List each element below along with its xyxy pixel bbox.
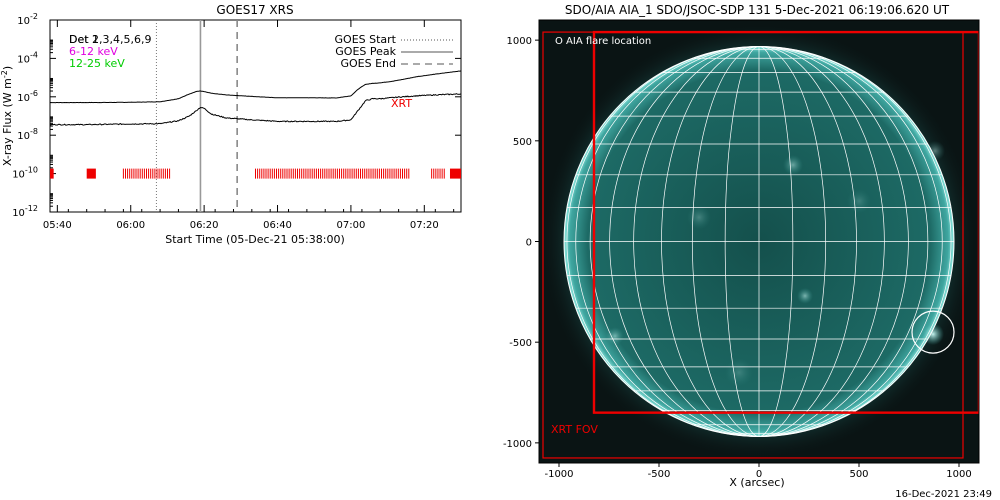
- goes-series: [50, 70, 461, 126]
- goes-x-tick-label: 06:40: [263, 220, 292, 231]
- goes-y-tick-label: 10-4: [17, 50, 38, 65]
- aia-image-content: [540, 23, 979, 460]
- xrt-coverage-bars: [50, 168, 461, 179]
- detector-label-overlap: Det 2: [69, 33, 99, 46]
- goes-x-tick-label: 07:20: [410, 220, 439, 231]
- active-region-glow: [847, 189, 871, 214]
- aia-y-tick-label: -1000: [503, 439, 532, 450]
- grid-longitude-line: [589, 46, 760, 437]
- xrt-coverage-block: [86, 168, 96, 179]
- aia-x-tick-label: -500: [648, 469, 671, 480]
- active-region-glow: [797, 287, 813, 304]
- xrt-fov-box: [592, 30, 979, 414]
- goes-x-tick-label: 06:20: [190, 220, 219, 231]
- aia-image-title: SDO/AIA AIA_1 SDO/JSOC-SDP 131 5-Dec-202…: [565, 3, 950, 17]
- goes-series-short: [50, 93, 461, 126]
- goes-y-tick-label: 10-8: [17, 127, 38, 142]
- grid-longitude-line: [609, 46, 760, 437]
- goes-xrs-panel: GOES17 XRS 10-2 10-4 10-6 10-8 10-10 10-12 05…: [0, 3, 462, 246]
- xrt-coverage-block: [50, 168, 54, 179]
- aia-image-panel: SDO/AIA AIA_1 SDO/JSOC-SDP 131 5-Dec-202…: [503, 3, 980, 489]
- grid-longitude-line: [758, 46, 794, 437]
- aia-x-axis: -1000 -500 0 500 1000: [544, 463, 972, 480]
- grid-longitude-line: [758, 46, 952, 437]
- goes-y-tick-label: 10-10: [12, 166, 38, 181]
- grid-longitude-line: [758, 46, 909, 437]
- active-region-glow: [687, 205, 711, 230]
- goes-plot-frame: [49, 19, 462, 213]
- active-region-glow: [725, 358, 753, 387]
- aia-flare-legend: O AIA flare location: [555, 36, 651, 47]
- aia-y-tick-label: 500: [513, 137, 532, 148]
- aia-y-tick-label: 0: [526, 238, 532, 249]
- aia-flare-location-marker: [911, 310, 955, 354]
- aia-x-tick-label: 500: [849, 469, 868, 480]
- grid-longitude-line: [633, 46, 760, 437]
- grid-longitude-line: [758, 46, 943, 437]
- grid-longitude-line: [691, 46, 760, 437]
- grid-longitude-line: [758, 46, 885, 437]
- goes-x-tick-label: 06:00: [116, 220, 145, 231]
- aia-x-tick-label: -1000: [544, 469, 573, 480]
- legend-goes-end: GOES End: [340, 57, 396, 70]
- aia-x-tick-label: 0: [756, 469, 762, 480]
- energy-6-12-label: 6-12 keV: [69, 45, 118, 58]
- active-region-glow: [606, 327, 624, 346]
- goes-y-axis: 10-2 10-4 10-6 10-8 10-10 10-12: [12, 12, 461, 219]
- legend-goes-start: GOES Start: [335, 33, 397, 46]
- grid-longitude-line: [661, 46, 760, 437]
- grid-longitude-line: [724, 46, 760, 437]
- solar-limb: [563, 46, 955, 437]
- goes-x-axis: 05:40 06:00 06:20 06:40 07:00 07:20: [43, 20, 455, 231]
- goes-series-long: [50, 70, 461, 104]
- aia-x-tick-label: 1000: [946, 469, 971, 480]
- aia-x-axis-title: X (arcsec): [729, 476, 784, 489]
- aia-y-tick-label: 1000: [507, 36, 532, 47]
- grid-longitude-line: [575, 46, 760, 437]
- goes-event-legend: GOES Start GOES Peak GOES End: [335, 33, 453, 70]
- goes-y-axis-title: X-ray Flux (W m-2): [0, 66, 14, 166]
- goes-x-axis-title: Start Time (05-Dec-21 05:38:00): [165, 233, 345, 246]
- grid-longitude-line: [566, 46, 760, 437]
- detector-legend: Det 1,3,4,5,6,9 Det 2 6-12 keV 12-25 keV: [69, 33, 152, 70]
- xrt-bars-label: XRT: [391, 97, 412, 110]
- active-region-glow: [922, 323, 944, 346]
- xrt-coverage-block: [449, 168, 461, 179]
- active-region-glow: [925, 140, 945, 161]
- goes-event-lines: [155, 20, 238, 212]
- legend-goes-peak: GOES Peak: [335, 45, 396, 58]
- goes-x-tick-label: 07:00: [336, 220, 365, 231]
- goes-y-tick-label: 10-12: [12, 204, 38, 219]
- active-region-glow: [783, 154, 803, 175]
- aia-y-tick-label: -500: [509, 338, 532, 349]
- heliographic-grid: [563, 46, 955, 437]
- xrt-field-of-view: [542, 30, 979, 459]
- grid-longitude-line: [758, 46, 857, 437]
- goes-x-tick-label: 05:40: [43, 220, 72, 231]
- grid-longitude-line: [758, 46, 827, 437]
- xrt-fov-label: XRT FOV: [551, 423, 598, 436]
- goes-y-tick-label: 10-2: [17, 12, 38, 27]
- energy-12-25-label: 12-25 keV: [69, 57, 125, 70]
- footer-timestamp: 16-Dec-2021 23:49: [895, 489, 992, 500]
- goes-y-tick-label: 10-6: [17, 89, 38, 104]
- grid-longitude-line: [758, 46, 929, 437]
- aia-y-axis: 1000 500 0 -500 -1000: [503, 36, 539, 450]
- detector-label-main: Det 1,3,4,5,6,9: [69, 33, 152, 46]
- goes-chart-title: GOES17 XRS: [216, 3, 293, 17]
